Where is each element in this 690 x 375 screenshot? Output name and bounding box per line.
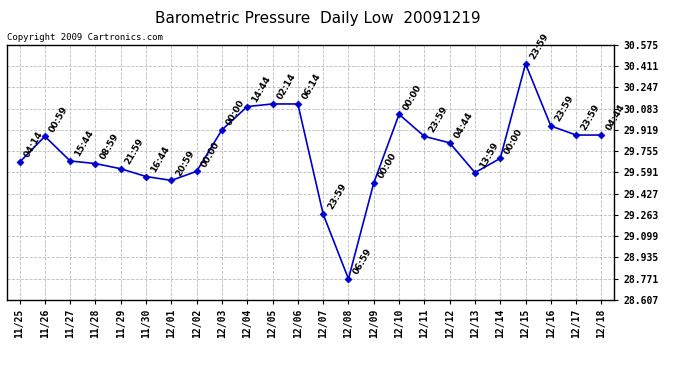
Text: 15:44: 15:44 — [73, 129, 95, 158]
Text: 00:00: 00:00 — [377, 152, 398, 180]
Text: 23:59: 23:59 — [427, 104, 449, 134]
Text: 04:44: 04:44 — [453, 111, 475, 140]
Text: 23:59: 23:59 — [553, 94, 575, 123]
Text: 02:14: 02:14 — [275, 72, 297, 101]
Text: Barometric Pressure  Daily Low  20091219: Barometric Pressure Daily Low 20091219 — [155, 11, 480, 26]
Text: 08:59: 08:59 — [98, 132, 120, 161]
Text: 20:59: 20:59 — [174, 148, 196, 178]
Text: 13:59: 13:59 — [477, 141, 500, 170]
Text: 04:44: 04:44 — [604, 103, 627, 132]
Text: 23:59: 23:59 — [529, 32, 551, 61]
Text: 00:00: 00:00 — [402, 82, 424, 111]
Text: 14:44: 14:44 — [250, 74, 273, 104]
Text: 06:59: 06:59 — [351, 247, 373, 276]
Text: 00:00: 00:00 — [225, 98, 246, 127]
Text: 21:59: 21:59 — [124, 136, 146, 166]
Text: 00:00: 00:00 — [503, 127, 525, 156]
Text: 00:59: 00:59 — [48, 104, 70, 134]
Text: 06:14: 06:14 — [301, 72, 323, 101]
Text: 16:44: 16:44 — [149, 144, 171, 174]
Text: 00:00: 00:00 — [199, 140, 221, 168]
Text: Copyright 2009 Cartronics.com: Copyright 2009 Cartronics.com — [7, 33, 163, 42]
Text: 23:59: 23:59 — [326, 182, 348, 212]
Text: 04:14: 04:14 — [22, 130, 44, 159]
Text: 23:59: 23:59 — [579, 103, 601, 132]
